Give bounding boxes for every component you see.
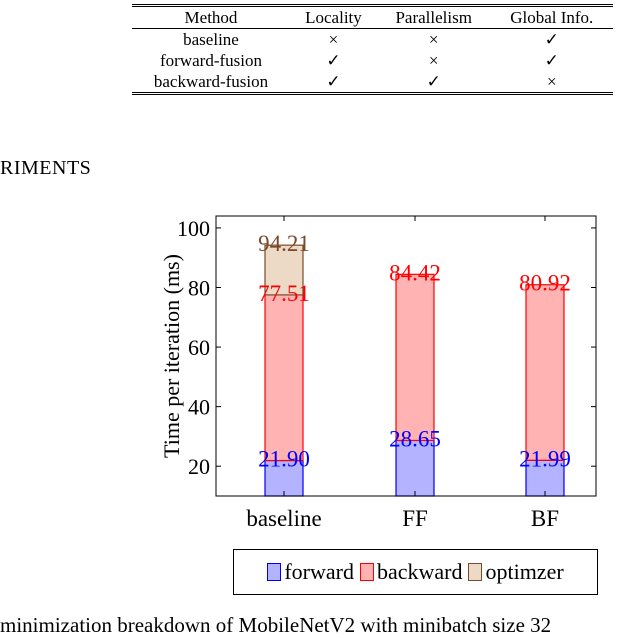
table-cell: × <box>328 30 339 49</box>
figure-caption: minimization breakdown of MobileNetV2 wi… <box>0 613 552 637</box>
table-header-cell: Locality <box>290 5 377 29</box>
table-cell: ✓ <box>326 51 341 70</box>
x-tick-label-baseline: baseline <box>246 506 321 531</box>
y-tick-label-80: 80 <box>188 275 210 300</box>
table-header-row: Method Locality Parallelism Global Info. <box>132 5 613 29</box>
legend-entry-optimzer: optimzer <box>466 559 565 585</box>
bar-backward-BF <box>525 284 565 461</box>
table-header-cell: Global Info. <box>490 5 613 29</box>
table-cell: baseline <box>183 30 239 49</box>
data-label-backward-BF: 80.92 <box>519 271 571 296</box>
legend-swatch-optimzer <box>468 563 483 581</box>
data-label-backward-FF: 84.42 <box>389 260 441 285</box>
chart-legend: forward backward optimzer <box>233 549 598 595</box>
table-row: backward-fusion ✓ ✓ × <box>132 71 613 95</box>
bar-forward-baseline <box>264 459 304 497</box>
legend-label-backward: backward <box>376 559 463 584</box>
table-cell: backward-fusion <box>132 71 290 95</box>
y-tick-label-100: 100 <box>177 216 210 241</box>
section-heading: RIMENTS <box>0 157 92 179</box>
data-label-optimzer-baseline: 94.21 <box>258 231 310 256</box>
legend-label-forward: forward <box>284 559 354 584</box>
legend-entry-backward: backward <box>358 559 465 585</box>
table-cell: ✓ <box>290 71 377 95</box>
comparison-table: Method Locality Parallelism Global Info.… <box>132 4 613 95</box>
legend-label-optimzer: optimzer <box>485 559 564 584</box>
table-header-cell: Method <box>132 5 290 29</box>
bar-backward-FF <box>395 273 435 442</box>
legend-swatch-forward <box>267 563 282 581</box>
table-cell: ✓ <box>544 30 559 49</box>
table-cell: × <box>490 71 613 95</box>
y-tick-label-40: 40 <box>188 395 210 420</box>
bar-optimzer-baseline <box>264 244 304 296</box>
plot-frame <box>215 215 597 497</box>
data-label-forward-BF: 21.99 <box>519 446 571 471</box>
table-cell: × <box>428 30 439 49</box>
table-row: baseline × × ✓ <box>132 29 613 51</box>
y-axis-label: Time per iteration (ms) <box>159 254 184 458</box>
bar-backward-baseline <box>264 294 304 462</box>
y-tick-label-20: 20 <box>188 454 210 479</box>
table-cell: × <box>428 51 439 70</box>
table-cell: ✓ <box>376 71 491 95</box>
legend-swatch-backward <box>359 563 374 581</box>
table-row: forward-fusion ✓ × ✓ <box>132 50 613 71</box>
x-tick-label-BF: BF <box>531 506 559 531</box>
data-label-forward-FF: 28.65 <box>389 426 441 451</box>
table-cell: ✓ <box>544 51 559 70</box>
legend-entry-forward: forward <box>265 559 356 585</box>
data-label-backward-baseline: 77.51 <box>258 281 310 306</box>
data-label-forward-baseline: 21.90 <box>258 447 310 472</box>
table-cell: forward-fusion <box>160 51 262 70</box>
y-tick-label-60: 60 <box>188 335 210 360</box>
x-tick-label-FF: FF <box>402 506 428 531</box>
table-header-cell: Parallelism <box>376 5 491 29</box>
